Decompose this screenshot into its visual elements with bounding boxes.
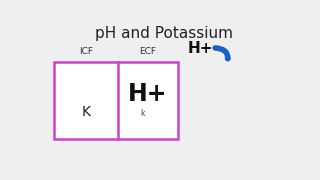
FancyArrowPatch shape [215,48,228,58]
Text: pH and Potassium: pH and Potassium [95,26,233,41]
Text: ECF: ECF [140,47,156,56]
Text: H+: H+ [188,41,213,56]
Text: H+: H+ [128,82,168,106]
Text: K: K [81,105,90,119]
Bar [54,62,178,139]
Text: ICF: ICF [79,47,93,56]
Text: k: k [141,109,145,118]
